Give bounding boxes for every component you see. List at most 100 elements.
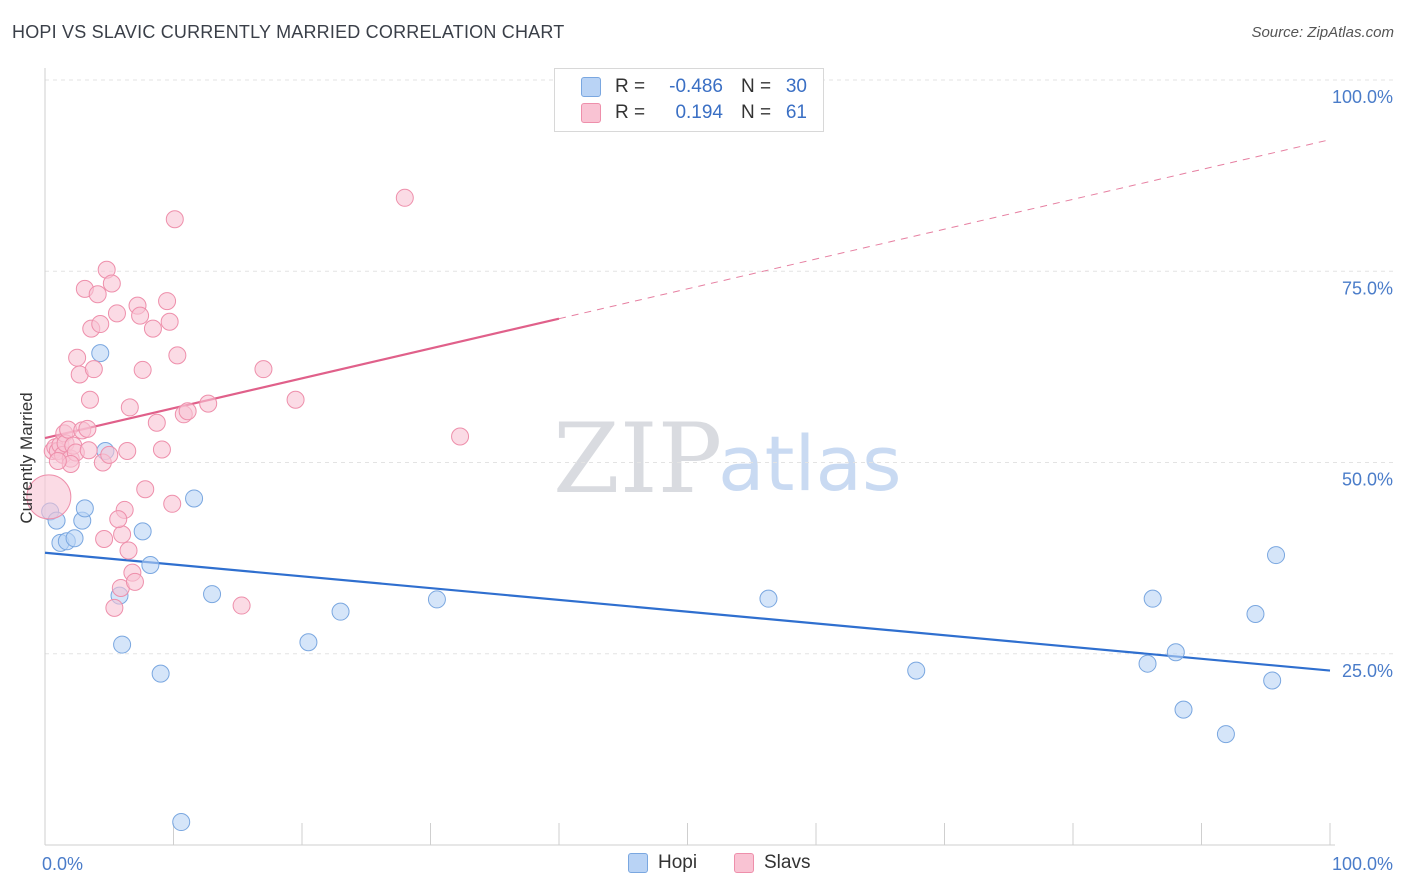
- slavs-point: [143, 319, 162, 338]
- legend-row-hopi: R = -0.486 N = 30: [581, 74, 807, 100]
- hopi-trend-line: [44, 551, 1331, 672]
- axes: [44, 68, 1335, 846]
- slavs-point: [168, 346, 187, 365]
- hopi-point: [1166, 643, 1185, 662]
- hopi-point: [172, 813, 191, 832]
- slavs-point: [178, 402, 197, 421]
- y-tick-labels: 100.0% 75.0% 50.0% 25.0%: [1332, 87, 1393, 681]
- slavs-point: [451, 427, 470, 446]
- slavs-point: [107, 304, 126, 323]
- gridlines: [45, 79, 1393, 655]
- watermark-atlas: atlas: [718, 419, 902, 508]
- slavs-point: [102, 274, 121, 293]
- hopi-point: [75, 499, 94, 518]
- slavs-point: [136, 480, 155, 499]
- y-axis-title: Currently Married: [17, 392, 36, 523]
- hopi-point: [299, 633, 318, 652]
- series-legend: Hopi Slavs: [0, 852, 1406, 876]
- hopi-point: [1138, 654, 1157, 673]
- n-value: 61: [785, 102, 807, 123]
- slavs-point: [118, 442, 137, 461]
- hopi-point: [907, 661, 926, 680]
- r-value: -0.486: [669, 76, 723, 97]
- y-tick-label: 50.0%: [1342, 470, 1393, 490]
- slavs-trend-line: [44, 317, 560, 440]
- slavs-point: [48, 451, 67, 470]
- hopi-point: [1267, 546, 1286, 565]
- slavs-point: [78, 419, 97, 438]
- slavs-point: [125, 572, 144, 591]
- slavs-point: [68, 348, 87, 367]
- slavs-point: [152, 440, 171, 459]
- source-credit: Source: ZipAtlas.com: [1251, 24, 1394, 41]
- legend-item-hopi[interactable]: Hopi: [628, 852, 697, 874]
- slavs-point: [199, 394, 218, 413]
- r-label: R =: [615, 76, 646, 97]
- slavs-point: [119, 541, 138, 560]
- slavs-point: [91, 315, 110, 334]
- trend-lines: [44, 139, 1331, 672]
- n-label: N =: [741, 76, 772, 97]
- hopi-swatch: [581, 77, 601, 97]
- hopi-point: [759, 589, 778, 608]
- slavs-point: [133, 360, 152, 379]
- hopi-point: [141, 556, 160, 575]
- y-tick-label: 75.0%: [1342, 278, 1393, 298]
- hopi-point: [113, 635, 132, 654]
- n-value: 30: [785, 76, 807, 97]
- slavs-point: [84, 360, 103, 379]
- chart-title: HOPI VS SLAVIC CURRENTLY MARRIED CORRELA…: [12, 22, 565, 42]
- hopi-point: [1143, 589, 1162, 608]
- slavs-point: [113, 525, 132, 544]
- slavs-point: [100, 445, 119, 464]
- hopi-legend-swatch: [628, 853, 648, 873]
- hopi-point: [203, 585, 222, 604]
- r-value: 0.194: [675, 102, 723, 123]
- slavs-point: [109, 510, 128, 529]
- slavs-point: [254, 360, 273, 379]
- slavs-point: [120, 398, 139, 417]
- x-tick-label-right: 100.0%: [1332, 854, 1393, 874]
- slavs-legend-label: Slavs: [764, 852, 811, 873]
- slavs-point: [165, 210, 184, 229]
- slavs-point: [131, 306, 150, 325]
- n-label: N =: [741, 102, 772, 123]
- legend-row-slavs: R = 0.194 N = 61: [581, 100, 807, 126]
- slavs-legend-swatch: [734, 853, 754, 873]
- slavs-point: [105, 598, 124, 617]
- slavs-point: [147, 413, 166, 432]
- slavs-point: [286, 390, 305, 409]
- hopi-point: [1246, 604, 1265, 623]
- hopi-legend-label: Hopi: [658, 852, 698, 873]
- hopi-point: [65, 529, 84, 548]
- y-tick-label: 25.0%: [1342, 661, 1393, 681]
- hopi-point: [331, 602, 350, 621]
- y-tick-label: 100.0%: [1332, 87, 1393, 107]
- slavs-point: [95, 530, 114, 548]
- legend-item-slavs[interactable]: Slavs: [734, 852, 810, 874]
- slavs-point: [395, 188, 414, 207]
- data-points: [26, 188, 1286, 832]
- watermark: ZIP atlas: [553, 403, 902, 515]
- hopi-point: [1263, 671, 1282, 690]
- slavs-point: [80, 390, 99, 409]
- slavs-swatch: [581, 103, 601, 123]
- hopi-point: [1174, 700, 1193, 719]
- r-label: R =: [615, 102, 646, 123]
- slavs-trend-line-projection: [558, 139, 1331, 320]
- slavs-point: [232, 596, 251, 615]
- slavs-point: [79, 441, 98, 460]
- x-ticks: [173, 823, 1331, 845]
- hopi-point: [427, 590, 446, 609]
- hopi-point: [91, 344, 110, 363]
- slavs-point: [160, 312, 179, 331]
- slavs-point: [163, 494, 182, 513]
- slavs-point: [88, 285, 107, 304]
- hopi-point: [1216, 725, 1235, 744]
- slavs-point: [26, 474, 72, 520]
- slavs-point: [158, 292, 177, 311]
- hopi-point: [151, 664, 170, 683]
- hopi-point: [185, 489, 204, 508]
- x-tick-label-left: 0.0%: [42, 854, 83, 874]
